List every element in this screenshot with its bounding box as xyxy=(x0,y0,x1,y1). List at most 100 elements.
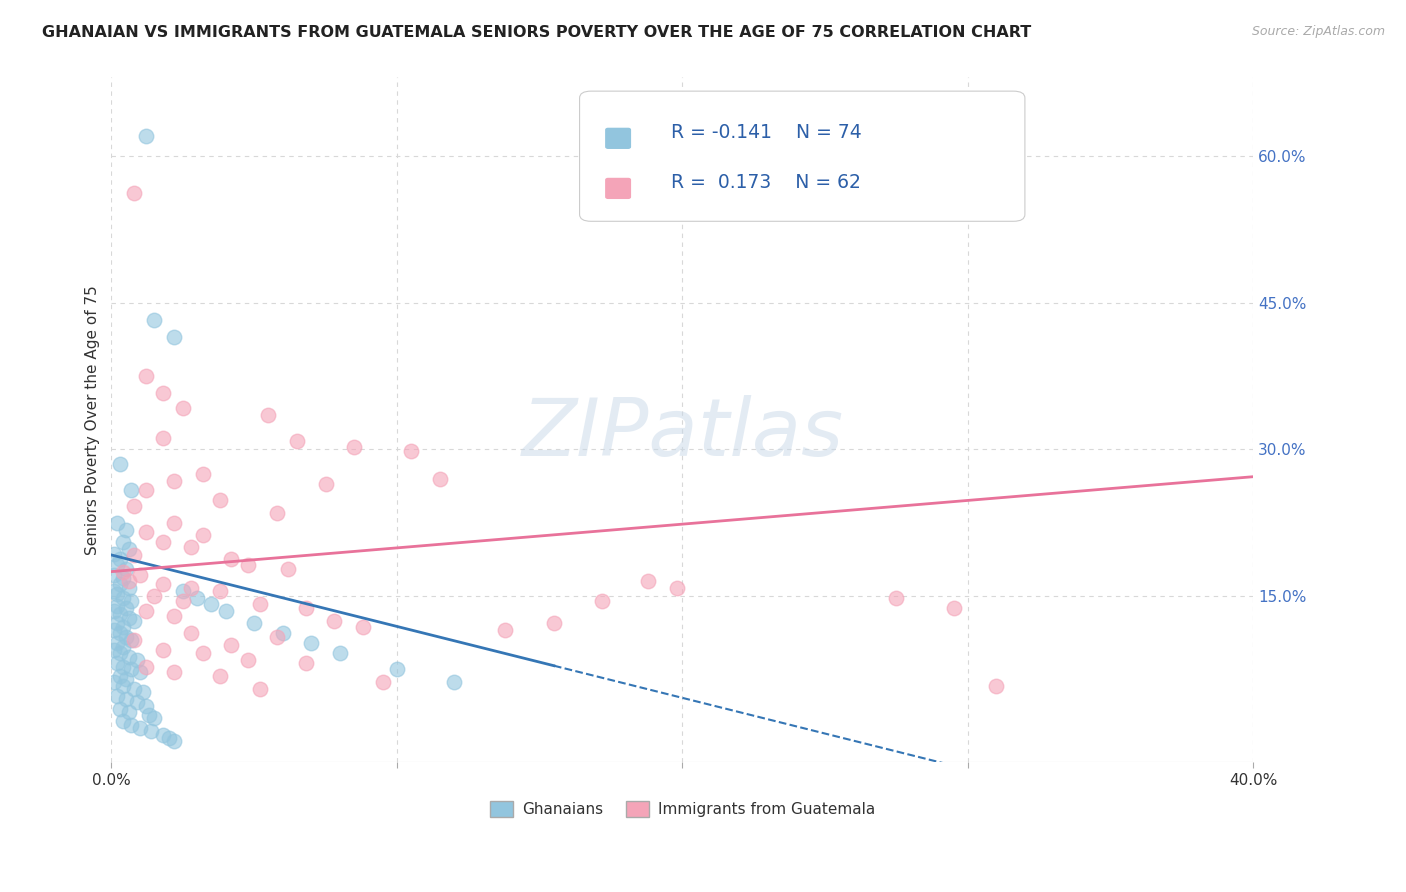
Point xyxy=(117,581,139,595)
Point xyxy=(152,643,174,657)
Point xyxy=(114,672,136,686)
Point xyxy=(163,734,186,748)
Point xyxy=(277,562,299,576)
Point xyxy=(122,548,145,562)
Point xyxy=(122,681,145,696)
Point xyxy=(105,689,128,703)
Point xyxy=(103,624,125,638)
Point xyxy=(114,562,136,576)
Point xyxy=(105,636,128,650)
Point xyxy=(127,695,149,709)
Point xyxy=(191,646,214,660)
Point xyxy=(108,457,131,471)
Point xyxy=(294,600,316,615)
Point xyxy=(108,577,131,591)
Point xyxy=(120,483,142,498)
Point xyxy=(191,467,214,481)
Point xyxy=(114,523,136,537)
Point xyxy=(986,679,1008,693)
Point xyxy=(111,572,134,586)
Point xyxy=(214,604,236,618)
Point xyxy=(105,558,128,572)
Point xyxy=(135,698,157,713)
Point xyxy=(163,608,186,623)
Point xyxy=(208,584,231,599)
Point xyxy=(249,597,271,611)
Point xyxy=(117,574,139,589)
Text: GHANAIAN VS IMMIGRANTS FROM GUATEMALA SENIORS POVERTY OVER THE AGE OF 75 CORRELA: GHANAIAN VS IMMIGRANTS FROM GUATEMALA SE… xyxy=(42,25,1032,40)
Text: Source: ZipAtlas.com: Source: ZipAtlas.com xyxy=(1251,25,1385,38)
Point xyxy=(143,589,166,603)
Point xyxy=(111,565,134,579)
Point xyxy=(103,675,125,690)
Point xyxy=(329,646,352,660)
Point xyxy=(294,656,316,670)
Point xyxy=(443,675,465,690)
Point xyxy=(114,600,136,615)
Point xyxy=(243,616,266,631)
Point xyxy=(266,630,288,644)
Point xyxy=(111,640,134,654)
Point xyxy=(141,724,163,739)
Point xyxy=(108,607,131,621)
Point xyxy=(117,610,139,624)
Point xyxy=(257,408,280,422)
Point xyxy=(108,552,131,566)
Point xyxy=(221,552,243,566)
Point xyxy=(163,516,186,530)
Point xyxy=(135,604,157,618)
Point xyxy=(127,653,149,667)
Point xyxy=(114,630,136,644)
Point xyxy=(163,665,186,680)
Point xyxy=(111,535,134,549)
Point xyxy=(111,591,134,605)
Point xyxy=(191,528,214,542)
Point xyxy=(103,643,125,657)
Point xyxy=(135,483,157,498)
Point xyxy=(266,506,288,520)
Point xyxy=(111,679,134,693)
Point xyxy=(129,567,152,582)
Point xyxy=(429,472,451,486)
Point xyxy=(271,626,294,640)
Point xyxy=(114,691,136,706)
Point xyxy=(180,540,202,554)
Point xyxy=(120,718,142,732)
Point xyxy=(172,401,194,416)
Point xyxy=(103,604,125,618)
Point xyxy=(108,669,131,683)
Point xyxy=(637,574,659,589)
Point xyxy=(129,665,152,680)
Point xyxy=(132,685,155,699)
Legend: Ghanaians, Immigrants from Guatemala: Ghanaians, Immigrants from Guatemala xyxy=(484,795,882,823)
Point xyxy=(143,313,166,327)
Point xyxy=(208,669,231,683)
Point xyxy=(238,653,260,667)
Point xyxy=(200,597,222,611)
Point xyxy=(385,663,408,677)
Point xyxy=(108,646,131,660)
Point xyxy=(122,186,145,200)
Point xyxy=(152,385,174,400)
Point xyxy=(886,591,908,605)
Point xyxy=(591,594,613,608)
Point xyxy=(108,626,131,640)
Point xyxy=(135,659,157,673)
Point xyxy=(120,663,142,677)
Point xyxy=(135,368,157,383)
Text: ZIPatlas: ZIPatlas xyxy=(522,394,844,473)
Point xyxy=(942,600,965,615)
Point xyxy=(152,535,174,549)
Point xyxy=(103,584,125,599)
Point xyxy=(117,649,139,664)
Y-axis label: Seniors Poverty Over the Age of 75: Seniors Poverty Over the Age of 75 xyxy=(86,285,100,555)
Point xyxy=(371,675,394,690)
Point xyxy=(111,659,134,673)
Point xyxy=(543,616,565,631)
Point xyxy=(399,444,422,458)
Point xyxy=(323,614,346,628)
Point xyxy=(186,591,208,605)
Point xyxy=(315,476,337,491)
Point xyxy=(129,721,152,735)
Point xyxy=(117,542,139,557)
